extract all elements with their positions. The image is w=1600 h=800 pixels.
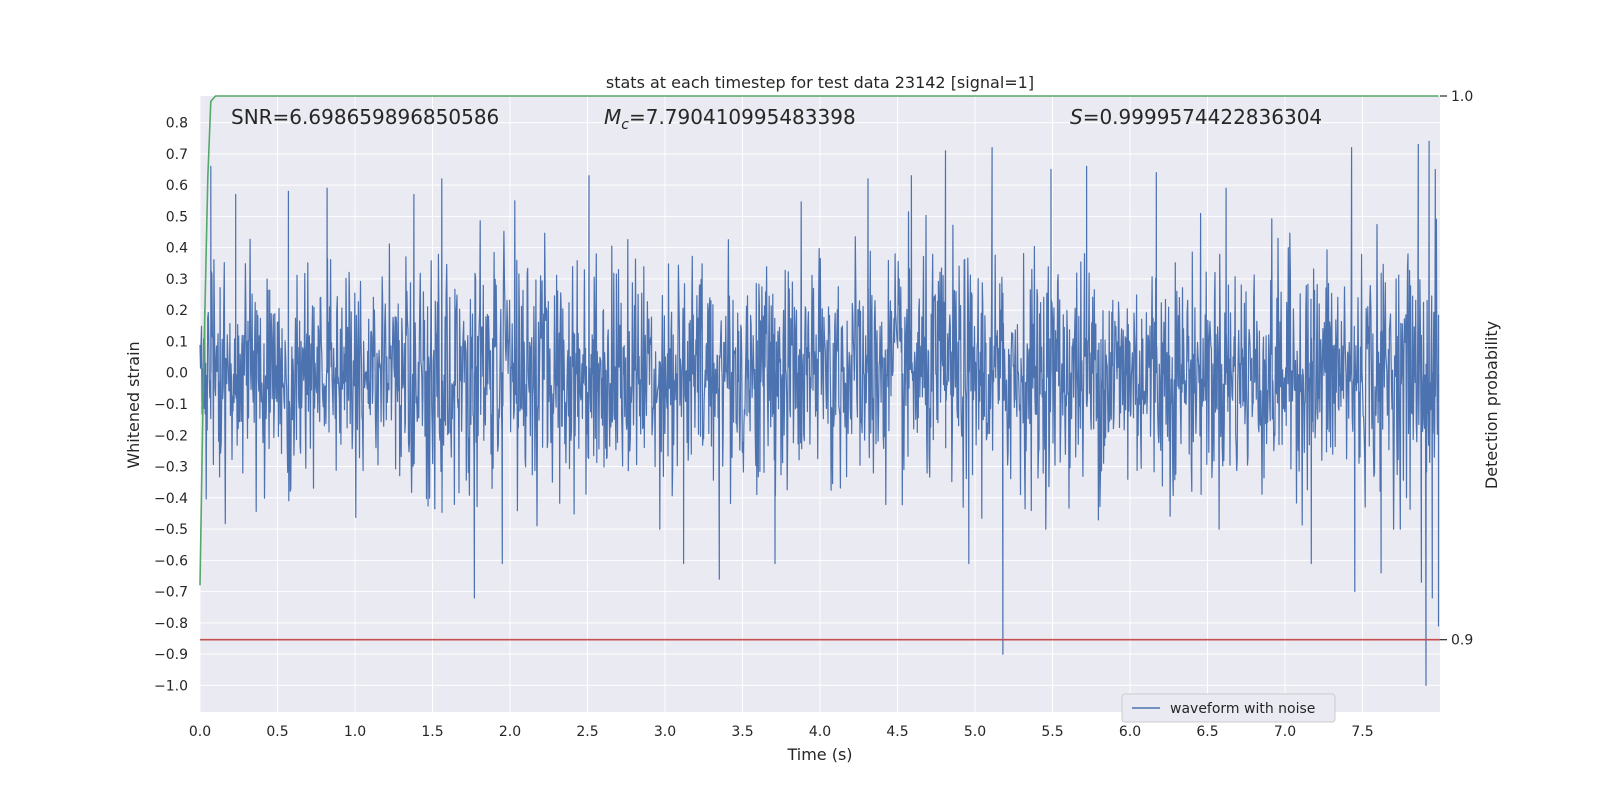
- x-tick-label-15: 7.5: [1351, 724, 1373, 740]
- y-tick-label-2: 0.6: [166, 178, 188, 194]
- snr-annotation: SNR=6.698659896850586: [231, 105, 499, 129]
- y-tick-label-11: −0.3: [154, 460, 188, 476]
- y-tick-label-14: −0.6: [154, 553, 188, 569]
- s-symbol: S: [1070, 105, 1083, 129]
- y-tick-label-0: 0.8: [166, 116, 188, 132]
- legend-box: [1121, 693, 1336, 723]
- x-tick-label-10: 5.0: [964, 724, 986, 740]
- y-ticks: 0.8 0.7 0.6 0.5 0.4 0.3 0.2 0.1 0.0 −0.1 −0.2 −0.3 −…: [154, 116, 188, 695]
- x-tick-label-13: 6.5: [1196, 724, 1218, 740]
- y2-axis-label: Detection probability: [1482, 321, 1501, 489]
- mc-value: =7.790410995483398: [629, 105, 856, 129]
- y-tick-label-6: 0.2: [166, 303, 188, 319]
- x-ticks: 0.0 0.5 1.0 1.5 2.0 2.5 3.0 3.5 4.0 4.5 5.0 5.5 6.0 6…: [189, 724, 1374, 740]
- x-tick-label-2: 1.0: [344, 724, 366, 740]
- x-tick-label-4: 2.0: [499, 724, 521, 740]
- y-tick-label-4: 0.4: [166, 241, 188, 257]
- x-tick-label-14: 7.0: [1274, 724, 1296, 740]
- x-tick-label-0: 0.0: [189, 724, 211, 740]
- chart-title: stats at each timestep for test data 231…: [606, 73, 1034, 92]
- x-tick-label-5: 2.5: [576, 724, 598, 740]
- y-tick-label-8: 0.0: [166, 366, 188, 382]
- series-line-1: [199, 95, 1439, 586]
- legend-label: waveform with noise: [1170, 701, 1315, 717]
- x-tick-label-9: 4.5: [886, 724, 908, 740]
- x-tick-label-12: 6.0: [1119, 724, 1141, 740]
- y-tick-label-16: −0.8: [154, 616, 188, 632]
- y-tick-label-5: 0.3: [166, 272, 188, 288]
- y-tick-label-7: 0.1: [166, 334, 188, 350]
- x-tick-label-6: 3.0: [654, 724, 676, 740]
- y-axis-label: Whitened strain: [124, 341, 143, 468]
- s-annotation: S=0.9999574422836304: [1070, 105, 1322, 129]
- x-tick-label-7: 3.5: [731, 724, 753, 740]
- y-tick-label-18: −1.0: [154, 678, 188, 694]
- mc-subscript: c: [621, 117, 629, 133]
- y-tick-label-17: −0.9: [154, 647, 188, 663]
- series-line-0: [199, 140, 1440, 686]
- legend: waveform with noise: [1121, 693, 1336, 723]
- y-tick-label-9: −0.1: [154, 397, 188, 413]
- y-tick-label-1: 0.7: [166, 147, 188, 163]
- mc-annotation: Mc=7.790410995483398: [604, 105, 856, 133]
- y2-tick-label-1: 0.9: [1451, 633, 1473, 649]
- x-axis-label: Time (s): [786, 745, 852, 764]
- s-value: =0.9999574422836304: [1083, 105, 1322, 129]
- y-tick-label-12: −0.4: [154, 491, 188, 507]
- y-tick-label-3: 0.5: [166, 209, 188, 225]
- x-tick-label-3: 1.5: [421, 724, 443, 740]
- y2-tick-label-0: 1.0: [1451, 89, 1473, 105]
- y-tick-label-10: −0.2: [154, 428, 188, 444]
- y2-ticks: 1.0 0.9: [1440, 89, 1473, 649]
- mc-symbol: M: [604, 105, 621, 129]
- series-layer: [199, 95, 1440, 686]
- x-tick-label-8: 4.0: [809, 724, 831, 740]
- x-tick-label-1: 0.5: [266, 724, 288, 740]
- y-tick-label-13: −0.5: [154, 522, 188, 538]
- x-tick-label-11: 5.5: [1041, 724, 1063, 740]
- y-tick-label-15: −0.7: [154, 585, 188, 601]
